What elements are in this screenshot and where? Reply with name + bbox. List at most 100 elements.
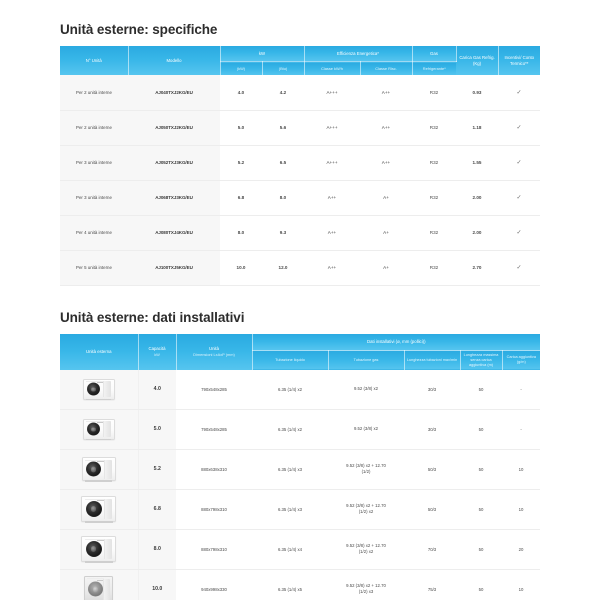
col-header-incentivi-conto-termico: Incentivi/ Conto Termico** <box>498 46 540 75</box>
col-header-capacita-sub: kW <box>154 351 160 357</box>
table-unita-esterne-dati-installativi: Unità esterna Capacità kW Unità Dimensio… <box>60 333 541 600</box>
cell-tubazione-gas: 9.52 (3/8) x2 + 12.70 (1/2) x3 <box>328 569 404 600</box>
cell-classe-riscaldamento: A+ <box>360 250 412 286</box>
table-row: Per 5 unità interne AJ100TXJ5KG/EU 10.0 … <box>60 250 540 286</box>
col-header-unita-esterna: Unità esterna <box>60 333 139 370</box>
cell-tubazione-gas-line1: 9.52 (3/8) x2 <box>353 426 379 432</box>
col-subheader-tubazione-liquido: Tubazione liquido <box>252 350 329 370</box>
cell-classe-riscaldamento: A+ <box>360 180 412 216</box>
cell-incentivi-check: ✓ <box>498 110 540 146</box>
cell-carica-gas: 1.18 <box>456 110 498 146</box>
cell-lunghezza-tubazioni: 30/3 <box>404 369 460 410</box>
cell-gas: R32 <box>412 145 456 181</box>
cell-dimensioni: 880x638x310 <box>176 449 252 490</box>
cell-tubazione-gas-line2: (1/2) x3 <box>358 589 374 595</box>
cell-tubazione-liquido: 6.35 (1/4) x4 <box>252 529 328 570</box>
cell-unita-esterna-image <box>60 529 139 570</box>
cell-classe-raffrescamento: A++ <box>304 250 360 286</box>
table-row: 8.0 880x798x310 6.35 (1/4) x4 9.52 (3/8)… <box>60 529 541 570</box>
cell-carica-aggiuntiva: - <box>502 369 541 410</box>
cell-tubazione-gas-line1: 9.52 (3/8) x2 <box>353 386 379 392</box>
col-header-n-unita: N° Unità <box>60 46 129 75</box>
table-row: Per 2 unità interne AJ040TXJ2KG/EU 4.0 4… <box>60 75 540 111</box>
col-header-dimensioni-sub: Dimensioni LxAxP (mm) <box>193 351 235 357</box>
cell-capacita: 6.8 <box>138 489 176 530</box>
table-unita-esterne-specifiche: N° Unità Modello kW Efficienza Energetic… <box>60 46 540 286</box>
cell-modello: AJ050TXJ2KG/EU <box>128 110 220 146</box>
cell-dimensioni: 790x548x285 <box>176 409 252 450</box>
col-subheader-kw-btu: (Btu) <box>262 61 305 75</box>
cell-carica-gas: 1.55 <box>456 145 498 181</box>
cell-classe-raffrescamento: A++ <box>304 180 360 216</box>
cell-tubazione-gas: 9.52 (3/8) x2 <box>328 369 404 410</box>
cell-lunghezza-senza-carica: 50 <box>460 489 502 530</box>
col-header-carica-gas-refrig: Carica Gas Refrig. (Kg) <box>456 46 499 75</box>
cell-tubazione-liquido: 6.35 (1/4) x5 <box>252 569 328 600</box>
table-row: 5.2 880x638x310 6.35 (1/4) x3 9.52 (3/8)… <box>60 449 541 490</box>
cell-modello: AJ100TXJ5KG/EU <box>128 250 220 286</box>
cell-carica-aggiuntiva: 20 <box>502 529 541 570</box>
cell-classe-riscaldamento: A+ <box>360 215 412 251</box>
cell-btu: 5.6 <box>262 110 304 146</box>
cell-classe-raffrescamento: A+++ <box>304 110 360 146</box>
cell-lunghezza-tubazioni: 50/3 <box>404 489 460 530</box>
cell-kw: 8.0 <box>220 215 262 251</box>
cell-modello: AJ068TXJ3KG/EU <box>128 180 220 216</box>
cell-gas: R32 <box>412 110 456 146</box>
cell-lunghezza-senza-carica: 50 <box>460 409 502 450</box>
cell-tubazione-gas-line2: (1/2) x2 <box>358 549 374 555</box>
cell-carica-gas: 2.70 <box>456 250 498 286</box>
cell-tubazione-liquido: 6.35 (1/4) x3 <box>252 449 328 490</box>
col-header-dimensioni-label: Unità <box>208 346 220 352</box>
table-row: Per 4 unità interne AJ080TXJ4KG/EU 8.0 9… <box>60 215 540 251</box>
col-header-dimensioni: Unità Dimensioni LxAxP (mm) <box>176 333 253 370</box>
col-subheader-tubazione-gas: Tubazione gas <box>328 350 405 370</box>
cell-n-unita: Per 2 unità interne <box>60 75 128 111</box>
cell-n-unita: Per 5 unità interne <box>60 250 128 286</box>
table-row: Per 2 unità interne AJ050TXJ2KG/EU 5.0 5… <box>60 110 540 146</box>
cell-dimensioni: 880x798x310 <box>176 489 252 530</box>
cell-tubazione-liquido: 6.35 (1/4) x2 <box>252 369 328 410</box>
cell-n-unita: Per 3 unità interne <box>60 145 128 181</box>
table-row: 5.0 790x548x285 6.35 (1/4) x2 9.52 (3/8)… <box>60 409 541 450</box>
cell-tubazione-gas: 9.52 (3/8) x2 <box>328 409 404 450</box>
outdoor-unit-icon <box>82 378 115 401</box>
cell-lunghezza-senza-carica: 50 <box>460 569 502 600</box>
cell-tubazione-gas-line2: (1/2) <box>361 469 371 475</box>
cell-carica-aggiuntiva: 10 <box>502 489 541 530</box>
cell-carica-aggiuntiva: 10 <box>502 449 541 490</box>
cell-classe-riscaldamento: A++ <box>360 145 412 181</box>
col-subheader-lunghezza-tubazioni: Lunghezza tubazioni max/min <box>404 350 461 370</box>
cell-lunghezza-senza-carica: 50 <box>460 449 502 490</box>
cell-kw: 6.8 <box>220 180 262 216</box>
cell-n-unita: Per 3 unità interne <box>60 180 128 216</box>
cell-incentivi-check: ✓ <box>498 180 540 216</box>
cell-modello: AJ040TXJ2KG/EU <box>128 75 220 111</box>
cell-tubazione-liquido: 6.35 (1/4) x2 <box>252 409 328 450</box>
cell-classe-raffrescamento: A++ <box>304 215 360 251</box>
cell-lunghezza-senza-carica: 50 <box>460 369 502 410</box>
cell-kw: 4.0 <box>220 75 262 111</box>
table-row: 10.0 940x998x330 6.35 (1/4) x5 9.52 (3/8… <box>60 569 541 600</box>
col-header-efficienza-energetica: Efficienza Energetica* <box>304 46 413 62</box>
cell-classe-raffrescamento: A+++ <box>304 75 360 111</box>
cell-btu: 8.0 <box>262 180 304 216</box>
page-title-specifiche: Unità esterne: specifiche <box>60 22 218 37</box>
cell-carica-gas: 2.00 <box>456 180 498 216</box>
cell-tubazione-gas: 9.52 (3/8) x2 + 12.70 (1/2) x2 <box>328 489 404 530</box>
cell-classe-riscaldamento: A++ <box>360 75 412 111</box>
cell-capacita: 4.0 <box>138 369 176 410</box>
cell-unita-esterna-image <box>60 489 139 530</box>
col-subheader-lunghezza-senza-carica: Lunghezza massima senza carica aggiuntiv… <box>460 350 503 370</box>
table-row: 4.0 790x548x285 6.35 (1/4) x2 9.52 (3/8)… <box>60 369 541 410</box>
cell-n-unita: Per 4 unità interne <box>60 215 128 251</box>
cell-lunghezza-tubazioni: 30/3 <box>404 409 460 450</box>
table-row: Per 3 unità interne AJ052TXJ3KG/EU 5.2 6… <box>60 145 540 181</box>
cell-capacita: 5.0 <box>138 409 176 450</box>
cell-capacita: 8.0 <box>138 529 176 570</box>
col-header-modello: Modello <box>128 46 221 75</box>
table-row: Per 3 unità interne AJ068TXJ3KG/EU 6.8 8… <box>60 180 540 216</box>
cell-lunghezza-senza-carica: 50 <box>460 529 502 570</box>
cell-gas: R32 <box>412 215 456 251</box>
